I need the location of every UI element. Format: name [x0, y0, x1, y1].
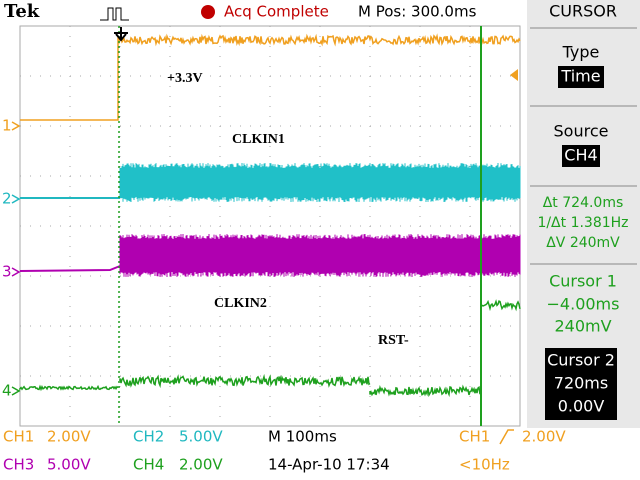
- status: Acq Complete: [224, 3, 329, 21]
- trigger-icon: [100, 7, 129, 21]
- ch4-trace: [19, 299, 521, 398]
- cursor2-box[interactable]: [545, 348, 617, 420]
- cursor2-title[interactable]: Cursor 2: [547, 351, 615, 370]
- ch2-band: [119, 163, 521, 202]
- annotation: CLKIN1: [232, 132, 285, 147]
- inverse-delta-t: 1/Δt 1.381Hz: [537, 215, 628, 231]
- status-dot: [201, 5, 215, 19]
- ch2-marker: 2: [2, 190, 12, 208]
- ch4-label: CH4: [133, 456, 164, 474]
- graticule: [19, 25, 521, 427]
- annotation: RST-: [378, 333, 409, 348]
- frequency: <10Hz: [459, 456, 510, 474]
- ch3-band: [119, 234, 521, 277]
- type-label: Type: [562, 43, 600, 62]
- source-label: Source: [554, 122, 609, 141]
- slope-icon: [499, 429, 514, 445]
- ch2-scale: 5.00V: [179, 428, 223, 446]
- ch1-trace: [20, 33, 521, 121]
- position: M Pos: 300.0ms: [358, 3, 477, 21]
- type-value[interactable]: Time: [560, 67, 600, 86]
- cursor1-time: −4.00ms: [547, 295, 620, 314]
- ground-arrow: [11, 194, 21, 204]
- date: 14-Apr-10 17:34: [268, 456, 390, 474]
- trigger-level: 2.00V: [522, 428, 566, 446]
- waveforms: [11, 26, 521, 426]
- source-box[interactable]: [562, 145, 600, 167]
- source-value[interactable]: CH4: [564, 146, 597, 165]
- annotation: CLKIN2: [214, 296, 267, 311]
- timebase: M 100ms: [268, 428, 337, 446]
- ch3-marker: 3: [2, 263, 12, 281]
- delta-v: ΔV 240mV: [546, 235, 620, 251]
- ch1-label: CH1: [3, 428, 34, 446]
- ch3-scale: 5.00V: [47, 456, 91, 474]
- annotation: +3.3V: [167, 71, 203, 86]
- delta-t: Δt 724.0ms: [543, 195, 624, 211]
- type-box[interactable]: [558, 66, 604, 88]
- ch1-marker: 1: [2, 117, 12, 135]
- ground-arrow: [11, 267, 21, 277]
- ch2-label: CH2: [133, 428, 164, 446]
- menu-title: CURSOR: [549, 2, 617, 21]
- cursor1-title: Cursor 1: [549, 272, 617, 291]
- ch4-marker: 4: [2, 382, 12, 400]
- cursor2-volts[interactable]: 0.00V: [558, 397, 605, 416]
- brand: Tek: [4, 1, 40, 22]
- ground-arrow: [11, 386, 21, 396]
- ch3-label: CH3: [3, 456, 34, 474]
- ch1-scale: 2.00V: [47, 428, 91, 446]
- trigger-position: [114, 27, 128, 42]
- ground-arrow: [11, 121, 21, 131]
- trigger-source: CH1: [459, 428, 490, 446]
- ch4-scale: 2.00V: [179, 456, 223, 474]
- cursor1-volts: 240mV: [554, 317, 611, 336]
- trigger-level-marker: [510, 69, 518, 81]
- ch3-trace: [19, 265, 121, 272]
- cursor2-time[interactable]: 720ms: [554, 374, 608, 393]
